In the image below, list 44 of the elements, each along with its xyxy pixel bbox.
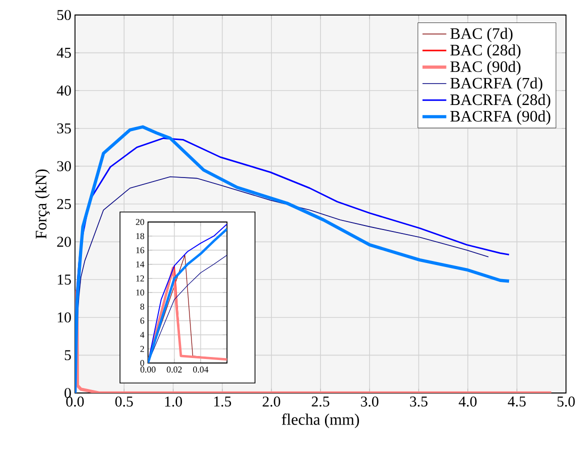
y-tick-label: 25 [57, 198, 71, 210]
x-tick-label: 2.5 [312, 396, 330, 407]
y-tick-label: 0 [140, 360, 144, 366]
x-tick-label: 0.02 [166, 366, 182, 373]
x-tick-label: 0.0 [66, 396, 84, 407]
y-tick-label: 12 [136, 275, 144, 282]
legend-label: BACRFA (90d) [450, 110, 550, 125]
y-tick-label: 50 [57, 10, 71, 20]
y-tick-label: 2 [140, 346, 144, 352]
x-tick-label: 0.00 [140, 366, 156, 373]
y-tick-label: 10 [58, 312, 71, 322]
y-tick-label: 35 [57, 123, 71, 134]
legend-label: BAC (28d) [450, 44, 520, 59]
legend-label: BACRFA (7d) [450, 77, 542, 92]
y-tick-label: 5 [64, 350, 71, 360]
legend-label: BAC (7d) [450, 28, 512, 42]
y-tick-label: 10 [136, 289, 144, 296]
y-tick-label: 8 [140, 304, 144, 310]
x-tick-label: 4.5 [508, 396, 526, 407]
y-tick-label: 15 [58, 274, 71, 285]
y-tick-label: 20 [57, 236, 71, 247]
x-tick-label: 3.5 [410, 396, 428, 407]
y-tick-label: 20 [136, 218, 144, 226]
x-tick-label: 0.04 [193, 366, 208, 373]
y-tick-label: 18 [136, 233, 144, 240]
legend-label: BACRFA (28d) [450, 94, 550, 108]
legend-label: BAC (90d) [450, 60, 520, 76]
y-tick-label: 30 [57, 161, 71, 172]
x-tick-label: 5.0 [558, 396, 575, 407]
y-tick-label: 4 [140, 332, 144, 338]
y-tick-label: 16 [136, 247, 144, 254]
y-tick-label: 40 [56, 86, 71, 96]
x-tick-label: 0.5 [115, 396, 133, 407]
x-axis-title: flecha (mm) [282, 414, 359, 428]
x-tick-label: 4.0 [458, 396, 477, 407]
x-tick-label: 2.0 [262, 396, 280, 407]
y-tick-label: 0 [64, 388, 71, 398]
x-tick-label: 3.0 [360, 396, 378, 407]
y-tick-label: 14 [136, 261, 144, 268]
x-tick-label: 1.5 [214, 396, 232, 407]
y-axis-title: Força (kN) [35, 170, 50, 239]
x-tick-label: 1.0 [165, 396, 182, 407]
y-tick-label: 6 [140, 318, 144, 324]
y-tick-label: 45 [56, 48, 71, 58]
